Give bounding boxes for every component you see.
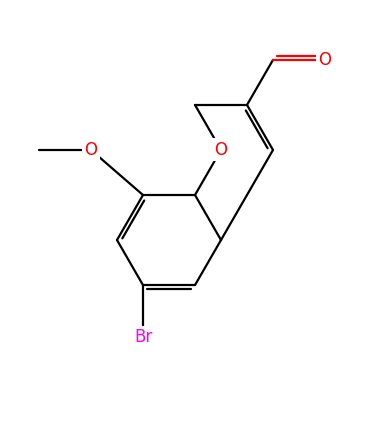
Text: O: O bbox=[84, 141, 98, 159]
Text: Br: Br bbox=[134, 328, 152, 346]
Text: O: O bbox=[318, 51, 331, 69]
Text: O: O bbox=[214, 141, 228, 159]
